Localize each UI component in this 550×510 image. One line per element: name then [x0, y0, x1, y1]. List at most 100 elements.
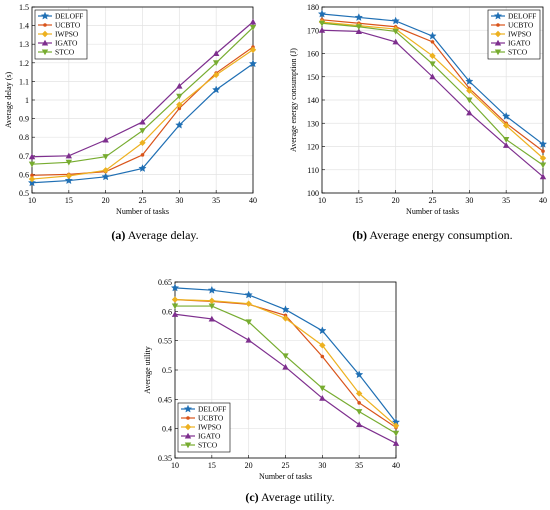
legend-label-iwpso: IWPSO [508, 30, 532, 39]
y-tick-label: 150 [307, 73, 319, 82]
data-point-iwpso [355, 390, 363, 397]
data-point-igato [319, 394, 326, 401]
data-point-iwpso [245, 300, 252, 307]
caption-tag: (c) [245, 490, 259, 504]
x-axis-label: Number of tasks [116, 207, 169, 216]
y-tick-label: 160 [307, 50, 319, 59]
data-point-deloff [27, 178, 37, 187]
average-utility-chart: 10 15 20 25 30 35 40 0.35 0.4 0.45 0.5 0.55 0.6 0.65 N… [143, 278, 401, 481]
data-point-igato [539, 173, 547, 180]
data-point-iwpso [429, 52, 436, 60]
legend-marker-igato [184, 432, 192, 439]
y-tick-label: 0.55 [158, 337, 172, 346]
y-tick-label: 0.35 [158, 454, 172, 463]
legend-marker-deloff [40, 11, 50, 20]
x-axis-label: Number of tasks [259, 472, 312, 481]
series-deloff [27, 59, 258, 187]
data-point-iwpso [319, 342, 326, 349]
x-axis-label: Number of tasks [406, 207, 459, 216]
data-point-deloff [101, 172, 110, 181]
data-point-iwpso [139, 139, 146, 146]
legend-label-stco: STCO [508, 48, 528, 57]
y-tick-label: 140 [307, 96, 319, 105]
data-point-stco [208, 303, 216, 310]
y-tick-label: 0.5 [162, 366, 172, 375]
data-point-deloff [355, 370, 364, 379]
x-tick-label: 30 [465, 196, 473, 205]
data-point-stco [466, 97, 473, 104]
data-point-deloff [175, 120, 184, 129]
y-tick-label: 170 [307, 26, 319, 35]
legend-marker-ucbto [43, 23, 47, 27]
data-point-stco [102, 154, 109, 160]
data-point-stco [282, 353, 289, 360]
legend-marker-deloff [183, 404, 193, 413]
data-point-stco [355, 24, 363, 30]
y-tick-label: 120 [307, 143, 319, 152]
data-point-stco [171, 303, 179, 310]
caption-text: Average utility. [261, 490, 335, 504]
legend-label-igato: IGATO [55, 39, 78, 48]
x-tick-label: 20 [392, 196, 400, 205]
legend-marker-deloff [493, 11, 503, 20]
caption-text: Average delay. [127, 228, 199, 242]
data-point-igato [392, 440, 400, 446]
data-point-deloff [138, 164, 147, 172]
data-point-ucbto [320, 354, 325, 359]
legend-label-igato: IGATO [508, 39, 531, 48]
x-tick-label: 30 [318, 461, 326, 470]
data-point-igato [245, 336, 252, 343]
data-point-deloff [207, 285, 216, 294]
data-point-deloff [318, 326, 327, 335]
y-tick-label: 1.1 [19, 77, 29, 86]
data-point-ucbto [30, 173, 34, 178]
data-point-deloff [212, 85, 221, 94]
data-point-iwpso [102, 167, 109, 174]
y-tick-label: 0.9 [19, 115, 29, 124]
data-point-iwpso [171, 296, 179, 303]
caption-average-utility: (c) Average utility. [175, 490, 405, 505]
y-tick-label: 0.8 [19, 133, 29, 142]
x-tick-label: 15 [355, 196, 363, 205]
legend-label-deloff: DELOFF [508, 12, 536, 21]
caption-tag: (b) [352, 228, 368, 242]
y-axis-label: Average energy consumption (J) [289, 48, 298, 152]
series-igato [318, 27, 547, 180]
y-tick-label: 110 [307, 166, 319, 175]
data-point-stco [392, 28, 399, 35]
legend-marker-stco [184, 442, 192, 449]
data-point-ucbto [541, 149, 545, 153]
data-point-stco [539, 162, 547, 169]
y-tick-label: 0.65 [158, 278, 172, 287]
data-point-iwpso [208, 297, 216, 304]
data-point-deloff [317, 9, 327, 18]
y-tick-label: 0.6 [19, 170, 29, 179]
x-tick-label: 35 [355, 461, 363, 470]
x-tick-label: 20 [245, 461, 253, 470]
y-tick-label: 0.45 [158, 395, 172, 404]
series-stco [28, 24, 257, 168]
caption-average-delay: (a) Average delay. [40, 228, 270, 243]
data-point-stco [502, 136, 510, 143]
data-point-deloff [391, 16, 400, 25]
data-point-iwpso [28, 175, 36, 183]
legend-label-igato: IGATO [198, 432, 221, 441]
data-point-stco [249, 24, 257, 31]
data-point-iwpso [176, 101, 183, 108]
x-tick-label: 25 [282, 461, 290, 470]
data-point-igato [355, 421, 363, 428]
data-point-iwpso [65, 172, 73, 180]
series-iwpso [171, 296, 400, 429]
x-tick-label: 25 [139, 196, 147, 205]
data-point-iwpso [392, 422, 400, 429]
data-point-deloff [354, 13, 363, 21]
x-tick-label: 35 [502, 196, 510, 205]
data-point-igato [502, 142, 510, 148]
data-point-igato [28, 153, 36, 160]
y-tick-label: 0.4 [162, 425, 172, 434]
legend-label-ucbto: UCBTO [198, 414, 224, 423]
legend-marker-igato [494, 39, 502, 46]
legend-marker-igato [41, 39, 49, 46]
data-point-ucbto [357, 401, 361, 405]
